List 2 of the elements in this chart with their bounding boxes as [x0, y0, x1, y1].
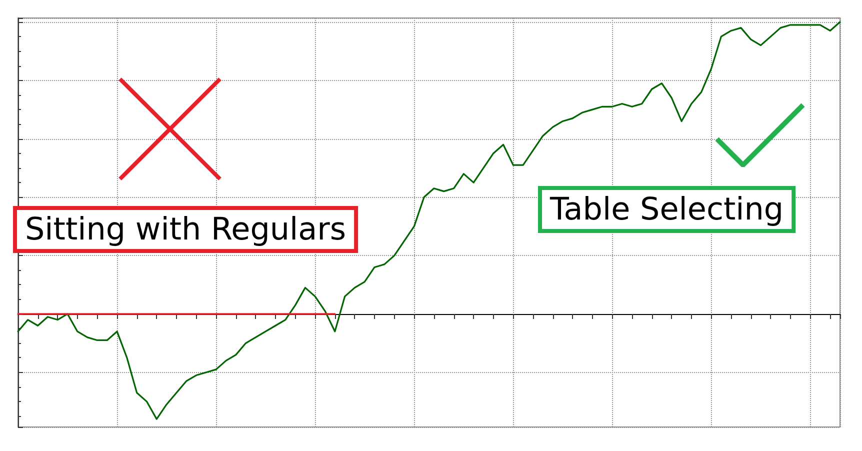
- annotation: Table Selecting: [549, 192, 784, 228]
- annotation: Sitting with Regulars: [25, 212, 346, 248]
